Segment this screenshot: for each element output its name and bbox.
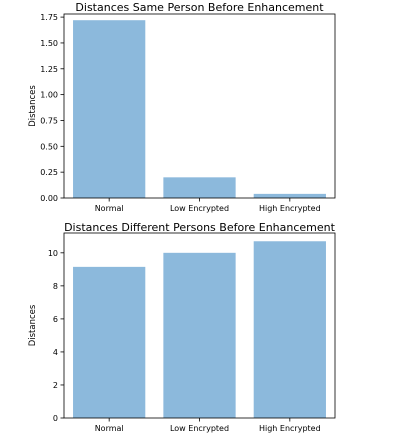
chart2-bar-1 <box>73 266 146 418</box>
chart2-ytick-label-3: 4 <box>53 348 58 357</box>
chart2-title: Distances Different Persons Before Enhan… <box>64 221 336 234</box>
chart1-ytick-label-8: 1.75 <box>40 13 58 22</box>
chart1-bar-3 <box>253 193 326 198</box>
chart2-ytick-label-2: 2 <box>53 381 58 390</box>
chart2-xtick-label-1: Normal <box>95 424 124 433</box>
chart1-ytick-label-3: 0.50 <box>40 142 58 151</box>
chart2-bar-2 <box>163 252 236 418</box>
chart1-bar-2 <box>163 177 236 198</box>
chart1-title: Distances Same Person Before Enhancement <box>75 1 324 14</box>
chart2-ytick-label-1: 0 <box>53 414 58 423</box>
chart1-ytick-label-5: 1.00 <box>40 91 58 100</box>
chart1-ytick-label-2: 0.25 <box>40 168 58 177</box>
chart2-bar-3 <box>253 241 326 418</box>
chart2-xtick-label-2: Low Encrypted <box>170 424 229 433</box>
chart1-bar-1 <box>73 20 146 199</box>
chart1-xtick-label-2: Low Encrypted <box>170 204 229 213</box>
chart2-ylabel: Distances <box>28 304 38 346</box>
chart2-xtick-label-3: High Encrypted <box>259 424 321 433</box>
chart2-ytick-label-4: 6 <box>53 315 58 324</box>
chart1-ylabel: Distances <box>28 85 38 127</box>
chart2-ytick-label-6: 10 <box>48 249 58 258</box>
chart1-ytick-label-1: 0.00 <box>40 194 58 203</box>
chart2-ytick-label-5: 8 <box>53 282 58 291</box>
chart1-xtick-label-3: High Encrypted <box>259 204 321 213</box>
chart1-ytick-label-6: 1.25 <box>40 65 58 74</box>
chart1-ytick-label-7: 1.50 <box>40 39 58 48</box>
chart1-xtick-label-1: Normal <box>95 204 124 213</box>
chart1-ytick-label-4: 0.75 <box>40 116 58 125</box>
